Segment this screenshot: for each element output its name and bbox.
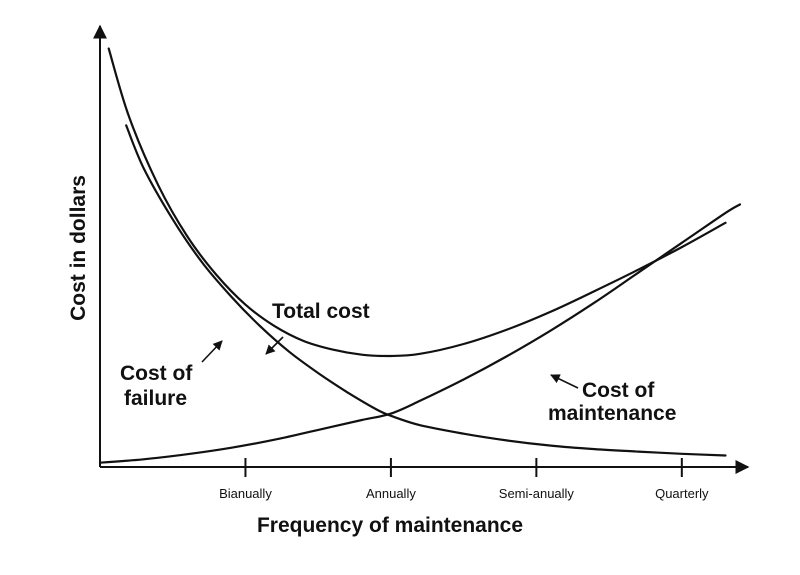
cost-of-maintenance-pointer	[550, 374, 579, 389]
x-tick-label: Semi-anually	[499, 486, 575, 501]
cost-of-failure-label-line2: failure	[124, 387, 187, 410]
x-tick-label: Annually	[366, 486, 416, 501]
y-axis-title: Cost in dollars	[67, 175, 90, 321]
series-line-cost-of-failure	[125, 124, 727, 457]
total-cost-pointer	[265, 336, 284, 355]
x-tick-label: Quarterly	[655, 486, 709, 501]
cost-of-failure-pointer	[201, 340, 223, 363]
series-layer	[98, 47, 742, 464]
cost-of-maintenance-label-line1: Cost of	[582, 379, 655, 402]
series-line-total-cost	[107, 47, 727, 358]
cost-of-failure-label-line1: Cost of	[120, 362, 193, 385]
series-line-cost-of-maintenance	[98, 203, 742, 464]
x-axis-title: Frequency of maintenance	[257, 514, 523, 537]
x-ticks: Bianually Annually Semi-anually Quarterly	[219, 458, 709, 501]
total-cost-label: Total cost	[272, 300, 370, 323]
cost-of-maintenance-label-line2: maintenance	[548, 402, 676, 425]
x-tick-label: Bianually	[219, 486, 272, 501]
